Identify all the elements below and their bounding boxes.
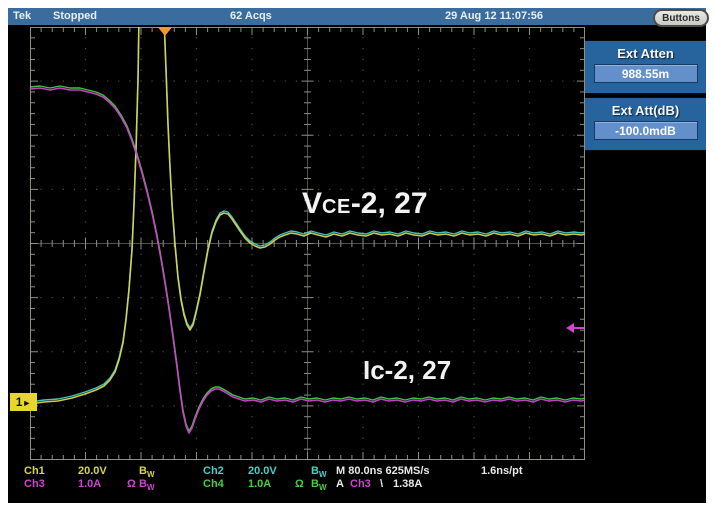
ext-att-db-panel: Ext Att(dB) -100.0mdB [585,97,706,151]
ch2-scale: 20.0V [248,465,277,477]
ch1-scale: 20.0V [78,465,107,477]
trigger-level-marker[interactable] [566,323,584,333]
ch4-label: Ch4 [203,478,224,490]
ch2-label: Ch2 [203,465,224,477]
graticule-and-waveforms [30,27,585,460]
ch1-label: Ch1 [24,465,45,477]
annotation-vce: VCE-2, 27 [302,187,428,221]
left-arrow-icon [566,323,574,333]
vce-suffix: -2, 27 [350,187,428,220]
channel1-number: 1 [15,395,23,409]
tek-logo: Tek [13,10,32,22]
acquisition-count: 62 Acqs [230,10,272,22]
annotation-ic: Ic-2, 27 [363,355,452,385]
ch4-bandwidth-badge: BW [311,478,327,493]
trigger-position-marker[interactable] [157,27,173,36]
ch3-bandwidth-badge: BW [139,478,155,493]
ext-atten-panel: Ext Atten 988.55m [585,40,706,94]
ch3-ohm-icon: Ω [127,478,136,490]
ch4-ohm-icon: Ω [295,478,304,490]
ch3-scale: 1.0A [78,478,102,490]
title-bar: Tek Stopped 62 Acqs 29 Aug 12 11:07:56 [8,8,706,25]
timebase-readout: M 80.0ns 625MS/s [336,465,430,477]
ch1-bandwidth-badge: BW [139,465,155,480]
acquisition-status: Stopped [53,10,97,22]
ch4-scale: 1.0A [248,478,272,490]
vce-prefix: V [302,187,323,220]
trigger-source: Ch3 [350,478,371,490]
trigger-level: 1.38A [393,478,423,490]
waveform-display: VCE-2, 27 Ic-2, 27 [30,27,585,460]
ch2-bandwidth-badge: BW [311,465,327,480]
scope-screen: Tek Stopped 62 Acqs 29 Aug 12 11:07:56 B… [8,8,709,503]
ext-atten-value[interactable]: 988.55m [593,64,698,83]
buttons-button[interactable]: Buttons [653,9,709,27]
marker-tail [573,327,584,329]
ext-att-db-value[interactable]: -100.0mdB [593,121,698,140]
right-arrow-icon: ► [22,398,32,408]
ext-att-db-label: Ext Att(dB) [611,103,680,118]
datetime: 29 Aug 12 11:07:56 [445,10,544,22]
trigger-slope-icon: \ [380,478,384,490]
vce-subscript: CE [322,196,351,218]
trigger-mode: A [336,478,344,490]
ch3-label: Ch3 [24,478,45,490]
channel1-position-marker[interactable]: 1► [10,393,37,411]
side-menu: Ext Atten 988.55m Ext Att(dB) -100.0mdB [585,27,706,503]
ext-atten-label: Ext Atten [617,46,674,61]
resolution-readout: 1.6ns/pt [481,465,523,477]
